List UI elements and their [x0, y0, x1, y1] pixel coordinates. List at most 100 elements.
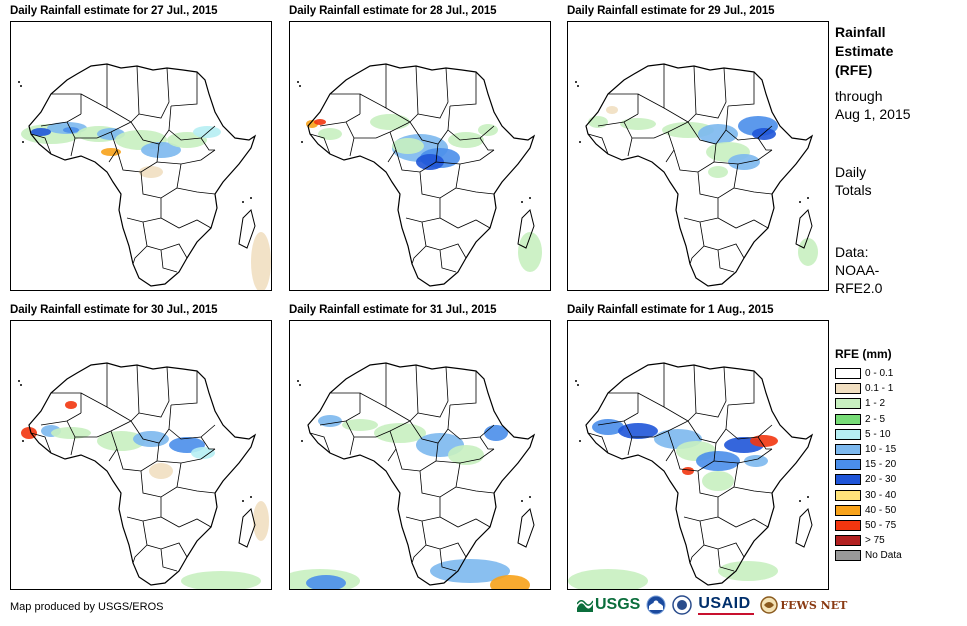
rain-area — [620, 118, 656, 130]
rain-area — [191, 447, 215, 459]
country-border — [717, 198, 769, 229]
fewsnet-logo: FEWS NET — [760, 596, 847, 614]
rainfall-panel: Daily Rainfall estimate for 30 Jul., 201… — [10, 304, 272, 594]
africa-map — [568, 362, 814, 589]
through-line-1: through — [835, 88, 883, 104]
country-border — [387, 430, 397, 462]
rain-area — [728, 154, 760, 170]
country-border — [156, 448, 216, 464]
africa-map — [290, 362, 536, 589]
legend-swatch — [835, 489, 861, 501]
rain-area — [342, 419, 378, 431]
rainfall-map — [10, 320, 272, 590]
legend-swatch — [835, 504, 861, 516]
legend-swatch — [835, 428, 861, 440]
country-border — [387, 131, 397, 163]
fewsnet-logo-text: FEWS NET — [780, 598, 848, 612]
legend-item: 40 - 50 — [835, 503, 902, 518]
totals-line-1: Daily — [835, 164, 867, 180]
rain-area — [318, 415, 342, 427]
country-border — [156, 149, 216, 165]
rain-area — [592, 419, 624, 435]
rain-area — [97, 431, 145, 451]
country-border — [66, 121, 132, 139]
rainfall-map — [289, 21, 551, 291]
legend-label: No Data — [865, 550, 902, 562]
legend-swatch — [835, 519, 861, 531]
island — [299, 85, 301, 87]
country-border — [727, 371, 755, 406]
country-border — [733, 486, 773, 494]
country-border — [417, 67, 449, 119]
country-border — [330, 93, 361, 114]
country-border — [447, 404, 495, 440]
country-border — [309, 432, 331, 454]
rainfall-map — [567, 320, 829, 590]
legend-swatch — [835, 459, 861, 471]
country-border — [455, 486, 495, 494]
country-border — [108, 430, 118, 462]
panel-title: Daily Rainfall estimate for 30 Jul., 201… — [10, 304, 218, 316]
country-border — [70, 137, 76, 157]
africa-map — [297, 63, 542, 287]
legend-label: 10 - 15 — [865, 444, 897, 456]
country-border — [138, 67, 170, 119]
rain-area — [588, 116, 608, 128]
island — [579, 141, 581, 143]
country-border — [713, 448, 773, 464]
panel-title: Daily Rainfall estimate for 31 Jul., 201… — [289, 304, 497, 316]
country-border — [733, 187, 773, 195]
rain-area — [318, 128, 342, 140]
rain-area — [698, 124, 738, 144]
country-border — [725, 105, 773, 141]
country-border — [479, 436, 494, 450]
madagascar-outline — [517, 508, 535, 548]
title-line-2: Estimate — [835, 43, 894, 59]
data-line-2: NOAA- — [835, 262, 880, 278]
country-border — [170, 371, 198, 406]
legend-label: 2 - 5 — [865, 413, 886, 425]
country-border — [725, 404, 773, 440]
legend-swatch — [835, 550, 861, 562]
country-border — [411, 544, 427, 564]
island — [579, 440, 581, 442]
country-border — [30, 432, 52, 454]
legend-item: 5 - 10 — [835, 427, 902, 442]
country-border — [439, 497, 491, 528]
country-border — [447, 105, 495, 141]
country-border — [439, 249, 457, 273]
country-border — [439, 548, 457, 572]
legend-label: 0 - 0.1 — [865, 368, 894, 380]
island — [22, 141, 24, 143]
country-border — [330, 392, 361, 413]
legend-item: 50 - 75 — [835, 518, 902, 533]
island — [297, 81, 299, 83]
country-border — [717, 497, 769, 528]
country-border — [419, 462, 461, 498]
country-border — [409, 364, 419, 422]
country-border — [349, 137, 355, 157]
legend-title: RFE (mm) — [835, 347, 892, 361]
legend-label: 20 - 30 — [865, 474, 897, 486]
country-border — [130, 65, 140, 123]
country-border — [713, 149, 773, 165]
title-line-1: Rainfall — [835, 24, 886, 40]
legend-item: > 75 — [835, 533, 902, 548]
africa-coastline — [28, 362, 257, 586]
country-border — [160, 198, 212, 229]
island — [301, 141, 303, 143]
usaid-logo-text: USAID — [698, 595, 751, 612]
country-border — [30, 133, 52, 155]
rain-area — [374, 423, 426, 443]
rain-area — [31, 128, 51, 136]
country-border — [717, 548, 735, 572]
rain-area — [708, 166, 728, 178]
fewsnet-globe-icon — [760, 596, 779, 614]
africa-map — [18, 362, 269, 589]
country-border — [126, 516, 162, 522]
country-border — [126, 217, 162, 223]
madagascar-outline — [795, 209, 813, 249]
island — [242, 201, 244, 203]
rain-area — [141, 142, 181, 158]
legend-swatch — [835, 413, 861, 425]
